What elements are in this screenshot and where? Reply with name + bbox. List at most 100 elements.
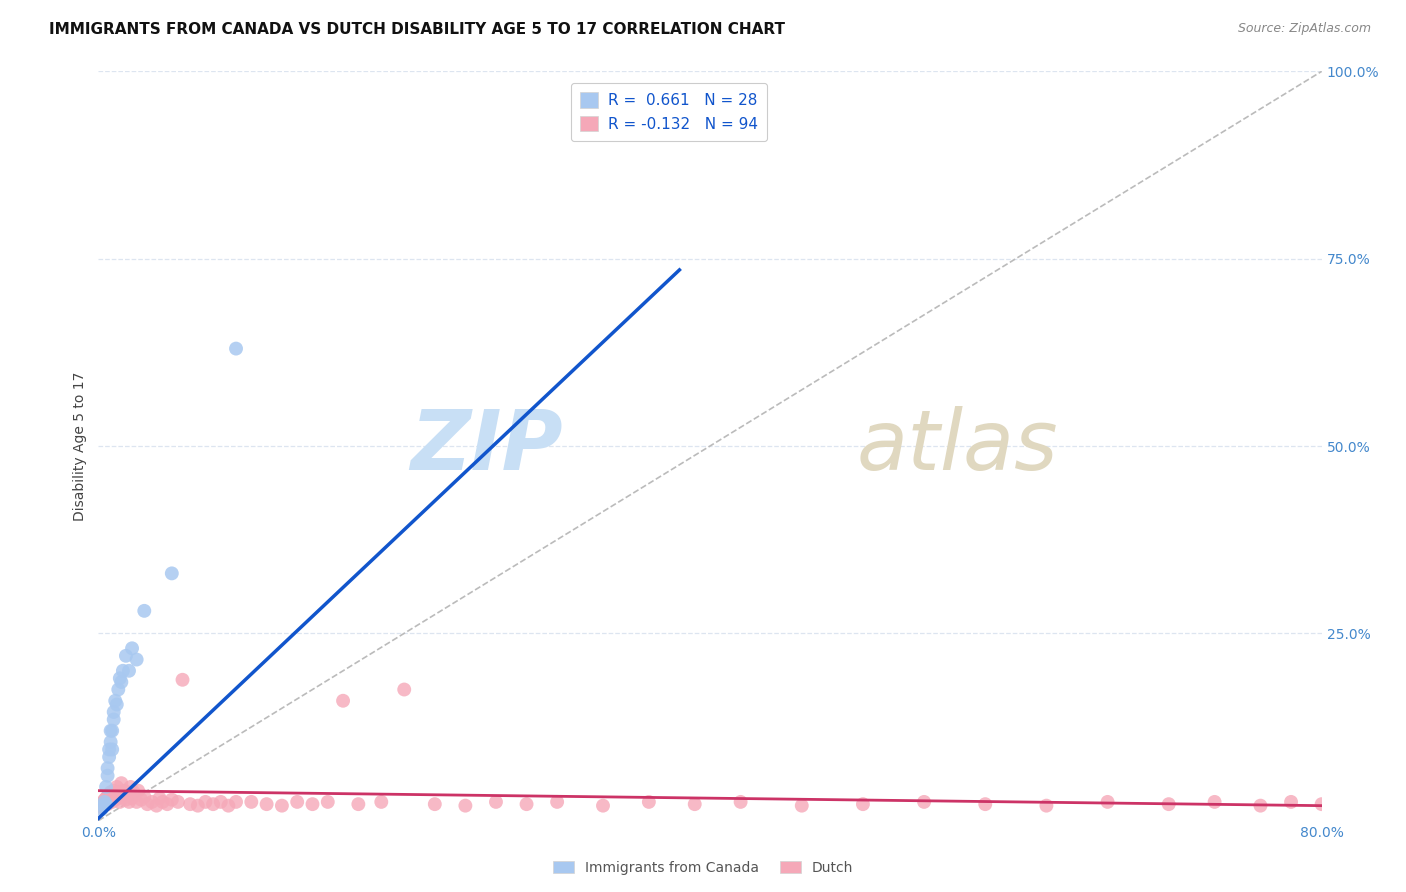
Point — [1402, 797, 1406, 812]
Point — [105, 780, 128, 794]
Point — [97, 761, 120, 775]
Point — [105, 788, 128, 802]
Point — [103, 705, 125, 719]
Point — [112, 783, 135, 797]
Point — [101, 742, 124, 756]
Legend: R =  0.661   N = 28, R = -0.132   N = 94: R = 0.661 N = 28, R = -0.132 N = 94 — [571, 83, 766, 141]
Point — [592, 798, 614, 813]
Point — [187, 798, 209, 813]
Point — [98, 750, 121, 764]
Point — [94, 780, 117, 794]
Point — [240, 795, 263, 809]
Text: Source: ZipAtlas.com: Source: ZipAtlas.com — [1237, 22, 1371, 36]
Point — [392, 682, 416, 697]
Point — [301, 797, 323, 812]
Point — [1371, 798, 1393, 813]
Point — [912, 795, 935, 809]
Point — [101, 723, 124, 738]
Point — [122, 785, 145, 799]
Point — [111, 664, 134, 678]
Point — [217, 798, 239, 813]
Point — [1097, 795, 1119, 809]
Point — [1386, 795, 1406, 809]
Point — [370, 795, 392, 809]
Point — [1157, 797, 1180, 812]
Text: ZIP: ZIP — [411, 406, 564, 486]
Point — [149, 791, 172, 805]
Point — [93, 795, 115, 809]
Point — [93, 797, 115, 812]
Point — [94, 795, 117, 809]
Text: atlas: atlas — [856, 406, 1059, 486]
Point — [107, 791, 129, 805]
Point — [121, 641, 143, 656]
Point — [145, 798, 167, 813]
Point — [125, 652, 148, 666]
Text: IMMIGRANTS FROM CANADA VS DUTCH DISABILITY AGE 5 TO 17 CORRELATION CHART: IMMIGRANTS FROM CANADA VS DUTCH DISABILI… — [49, 22, 785, 37]
Point — [546, 795, 568, 809]
Point — [90, 802, 112, 816]
Point — [285, 795, 308, 809]
Point — [120, 780, 142, 794]
Point — [94, 797, 117, 812]
Point — [160, 566, 183, 581]
Point — [91, 798, 114, 813]
Point — [98, 788, 121, 802]
Point — [103, 713, 125, 727]
Point — [347, 797, 370, 812]
Point — [103, 791, 125, 805]
Point — [90, 797, 112, 812]
Point — [172, 673, 194, 687]
Point — [94, 791, 117, 805]
Point — [1035, 798, 1057, 813]
Point — [194, 795, 217, 809]
Point — [454, 798, 477, 813]
Point — [974, 797, 997, 812]
Point — [100, 735, 122, 749]
Point — [107, 682, 129, 697]
Point — [108, 795, 131, 809]
Point — [101, 795, 124, 809]
Point — [179, 797, 201, 812]
Point — [485, 795, 508, 809]
Point — [160, 792, 183, 806]
Legend: Immigrants from Canada, Dutch: Immigrants from Canada, Dutch — [547, 855, 859, 880]
Point — [115, 792, 138, 806]
Point — [134, 604, 156, 618]
Point — [101, 789, 124, 804]
Point — [332, 694, 354, 708]
Point — [516, 797, 538, 812]
Point — [110, 785, 132, 799]
Point — [97, 792, 120, 806]
Point — [125, 795, 148, 809]
Point — [98, 795, 121, 809]
Point — [852, 797, 875, 812]
Point — [202, 797, 225, 812]
Point — [1357, 797, 1379, 812]
Point — [127, 783, 149, 797]
Point — [141, 795, 163, 809]
Point — [1310, 797, 1333, 812]
Point — [209, 795, 232, 809]
Point — [1204, 795, 1226, 809]
Point — [225, 342, 247, 356]
Point — [111, 789, 134, 804]
Point — [104, 694, 127, 708]
Point — [316, 795, 339, 809]
Point — [683, 797, 706, 812]
Point — [98, 742, 121, 756]
Point — [270, 798, 292, 813]
Point — [156, 797, 179, 812]
Point — [97, 769, 120, 783]
Point — [167, 795, 190, 809]
Point — [115, 648, 138, 663]
Point — [97, 789, 120, 804]
Point — [100, 785, 122, 799]
Point — [105, 698, 128, 712]
Point — [730, 795, 752, 809]
Point — [256, 797, 278, 812]
Point — [100, 723, 122, 738]
Point — [225, 795, 247, 809]
Point — [637, 795, 661, 809]
Y-axis label: Disability Age 5 to 17: Disability Age 5 to 17 — [73, 371, 87, 521]
